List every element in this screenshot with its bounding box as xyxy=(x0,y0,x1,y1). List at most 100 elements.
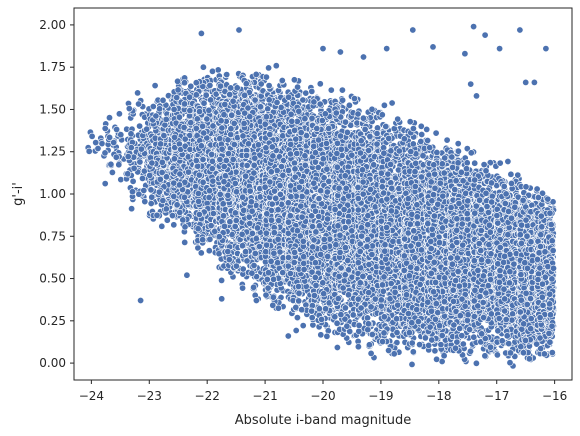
data-point xyxy=(159,96,167,104)
data-point xyxy=(272,62,280,70)
data-point xyxy=(244,104,252,112)
data-point xyxy=(199,156,207,164)
data-point xyxy=(270,229,278,237)
data-point xyxy=(252,70,260,78)
data-point xyxy=(175,113,183,121)
data-point xyxy=(262,144,270,152)
data-point xyxy=(139,174,147,182)
data-point xyxy=(135,190,143,198)
data-point xyxy=(216,190,224,198)
data-point xyxy=(205,106,213,114)
data-point xyxy=(199,122,207,130)
data-point xyxy=(208,150,216,158)
data-point xyxy=(147,200,155,208)
data-point xyxy=(242,172,250,180)
data-point xyxy=(92,139,100,147)
data-point xyxy=(231,179,239,187)
data-point xyxy=(170,221,178,229)
data-point xyxy=(279,171,287,179)
data-point xyxy=(267,257,275,265)
data-point xyxy=(209,122,217,130)
data-point xyxy=(217,82,225,90)
data-point xyxy=(220,212,228,220)
data-point xyxy=(173,201,181,209)
data-point xyxy=(115,110,123,118)
data-point xyxy=(265,82,273,90)
data-point xyxy=(143,125,151,133)
data-point xyxy=(218,124,226,132)
data-point xyxy=(195,197,203,205)
data-point xyxy=(219,200,227,208)
data-point xyxy=(197,142,205,150)
data-point xyxy=(263,241,271,249)
data-point xyxy=(268,200,276,208)
data-point xyxy=(151,82,159,90)
data-point xyxy=(273,99,281,107)
data-point xyxy=(242,80,250,88)
data-point xyxy=(186,93,194,101)
data-point xyxy=(171,133,179,141)
data-point xyxy=(231,209,239,217)
data-point xyxy=(276,248,284,256)
data-point xyxy=(241,91,249,99)
data-point xyxy=(176,181,184,189)
data-point xyxy=(251,96,259,104)
data-point xyxy=(218,276,226,284)
data-point xyxy=(243,257,251,265)
data-point xyxy=(243,162,251,170)
data-point xyxy=(266,131,274,139)
data-point xyxy=(106,133,114,141)
data-point xyxy=(224,248,232,256)
data-point xyxy=(290,76,298,84)
scatter-points xyxy=(84,23,557,370)
data-point xyxy=(293,314,301,322)
data-point xyxy=(264,269,272,277)
data-point xyxy=(267,216,275,224)
data-point xyxy=(261,120,269,128)
data-point xyxy=(238,230,246,238)
data-point xyxy=(181,135,189,143)
data-point xyxy=(270,249,278,257)
data-point xyxy=(221,222,229,230)
data-point xyxy=(240,206,248,214)
data-point xyxy=(251,250,259,258)
data-point xyxy=(136,122,144,130)
data-point xyxy=(209,67,217,75)
data-point xyxy=(226,91,234,99)
data-point xyxy=(229,97,237,105)
data-point xyxy=(250,261,258,269)
data-point xyxy=(227,84,235,92)
data-point xyxy=(162,115,170,123)
data-point xyxy=(186,146,194,154)
data-point xyxy=(216,156,224,164)
data-point xyxy=(197,249,205,257)
data-point xyxy=(181,223,189,231)
data-point xyxy=(274,206,282,214)
data-point xyxy=(206,187,214,195)
data-point xyxy=(200,129,208,137)
data-point xyxy=(262,113,270,121)
data-point xyxy=(220,178,228,186)
data-point xyxy=(278,77,286,85)
data-point xyxy=(262,73,270,81)
data-point xyxy=(186,107,194,115)
data-point xyxy=(179,216,187,224)
data-point xyxy=(217,117,225,125)
data-point xyxy=(195,211,203,219)
data-point xyxy=(148,193,156,201)
data-point xyxy=(134,89,142,97)
data-point xyxy=(209,157,217,165)
data-point xyxy=(124,153,132,161)
data-point xyxy=(239,242,247,250)
data-point xyxy=(157,140,165,148)
data-point xyxy=(181,79,189,87)
data-point xyxy=(208,165,216,173)
data-point xyxy=(232,262,240,270)
data-point xyxy=(267,168,275,176)
data-point xyxy=(274,259,282,267)
data-point xyxy=(200,99,208,107)
data-point xyxy=(128,205,136,213)
data-point xyxy=(272,194,280,202)
data-point xyxy=(193,115,201,123)
data-point xyxy=(248,229,256,237)
